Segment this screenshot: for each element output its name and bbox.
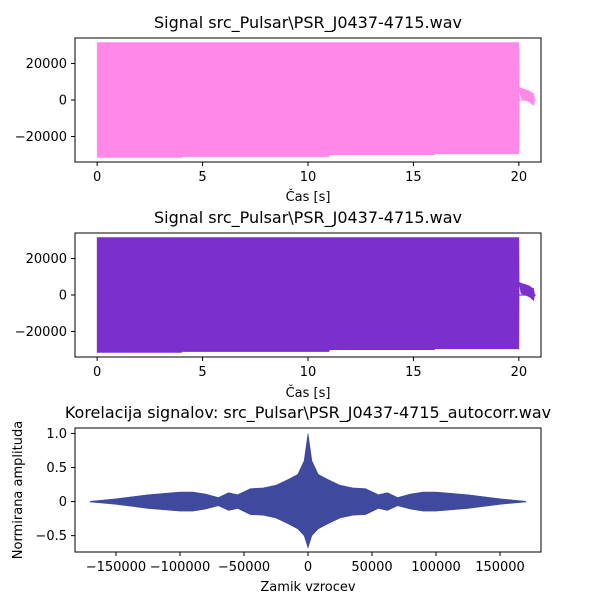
- x-tick-label: 50000: [351, 560, 392, 575]
- y-tick-label: −20000: [15, 325, 67, 340]
- x-tick-label: −100000: [150, 560, 211, 575]
- x-tick-label: −50000: [218, 560, 270, 575]
- subplot-2-title: Signal src_Pulsar\PSR_J0437-4715.wav: [154, 208, 462, 228]
- x-tick-label: 0: [304, 560, 312, 575]
- x-tick-label: 20: [511, 365, 528, 380]
- x-tick-label: 5: [198, 170, 206, 185]
- y-tick-label: 0: [59, 289, 67, 304]
- x-tick-label: 15: [405, 170, 422, 185]
- y-tick-label: −0.5: [35, 529, 67, 544]
- y-tick-label: 0: [59, 94, 67, 109]
- x-tick-label: 5: [198, 365, 206, 380]
- y-tick-label: 20000: [26, 57, 67, 72]
- subplot-3-xlabel: Zamik vzrocev: [260, 580, 355, 595]
- subplot-1-plot-area: 0 5 10 15 20 20000 0 −20000: [15, 42, 536, 185]
- y-tick-label: 1.0: [46, 427, 67, 442]
- signal-envelope: [90, 433, 526, 549]
- x-tick-label: 15: [405, 365, 422, 380]
- subplot-3-plot-area: −150000 −100000 −50000 0 50000 100000 150000 1.…: [35, 427, 526, 575]
- subplot-1-xlabel: Čas [s]: [286, 189, 331, 205]
- y-tick-label: 0: [59, 495, 67, 510]
- subplot-2: Signal src_Pulsar\PSR_J0437-4715.wav 0 5 1…: [15, 208, 542, 401]
- x-tick-label: 20: [511, 170, 528, 185]
- x-tick-label: −150000: [86, 560, 147, 575]
- subplot-3-ylabel: Normirana amplituda: [11, 421, 26, 559]
- y-tick-label: −20000: [15, 130, 67, 145]
- subplot-1: Signal src_Pulsar\PSR_J0437-4715.wav 0 5 1…: [15, 13, 542, 205]
- subplot-3-frame: [74, 427, 542, 553]
- x-tick-label: 150000: [475, 560, 525, 575]
- x-tick-label: 0: [93, 365, 101, 380]
- x-tick-label: 100000: [411, 560, 461, 575]
- subplot-3: Korelacija signalov: src_Pulsar\PSR_J043…: [11, 403, 551, 595]
- x-tick-label: 10: [300, 365, 317, 380]
- x-tick-label: 0: [93, 170, 101, 185]
- subplot-2-frame: [74, 232, 542, 358]
- subplot-2-xlabel: Čas [s]: [286, 385, 331, 401]
- x-tick-label: 10: [300, 170, 317, 185]
- y-tick-label: 20000: [26, 252, 67, 267]
- subplot-3-title: Korelacija signalov: src_Pulsar\PSR_J043…: [65, 403, 551, 423]
- subplot-2-plot-area: 0 5 10 15 20 20000 0 −20000: [15, 237, 536, 380]
- y-tick-label: 0.5: [46, 461, 67, 476]
- subplot-1-title: Signal src_Pulsar\PSR_J0437-4715.wav: [154, 13, 462, 33]
- subplot-1-frame: [74, 37, 542, 163]
